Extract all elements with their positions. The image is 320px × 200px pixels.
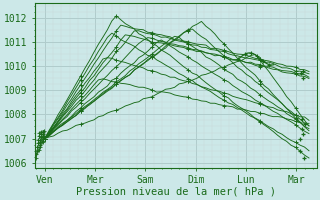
X-axis label: Pression niveau de la mer( hPa ): Pression niveau de la mer( hPa ) (76, 187, 276, 197)
